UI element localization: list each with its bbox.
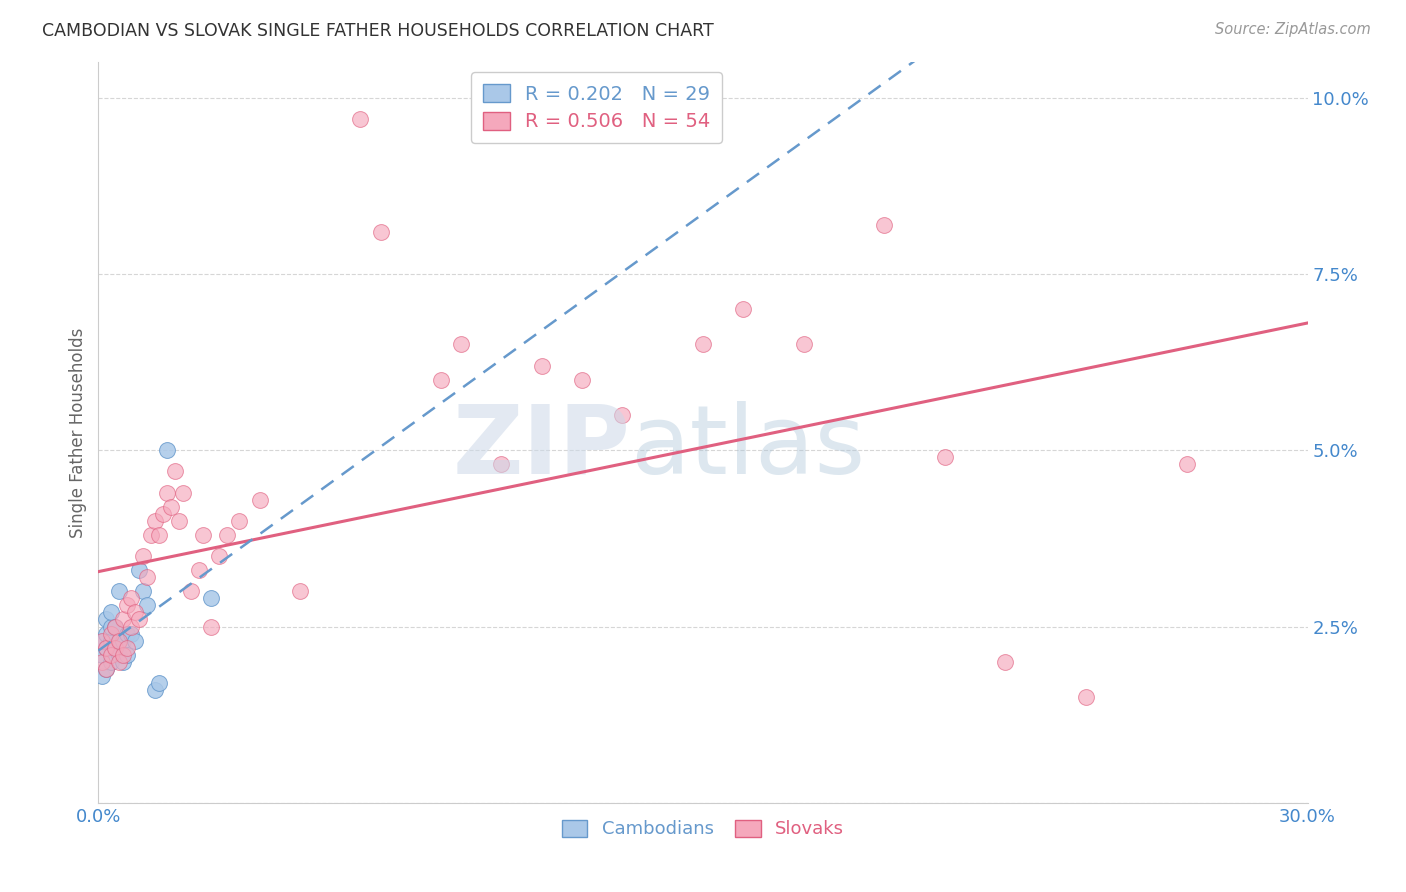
Point [128, 563, 150, 577]
Point [1175, 458, 1198, 472]
Point [100, 619, 122, 633]
Point [103, 619, 125, 633]
Point [139, 528, 162, 542]
Point [612, 408, 634, 422]
Point [96, 626, 118, 640]
Point [91, 633, 114, 648]
Point [100, 633, 122, 648]
Point [793, 337, 815, 351]
Point [530, 359, 553, 373]
Point [107, 648, 129, 662]
Point [491, 458, 513, 472]
Point [249, 492, 271, 507]
Text: atlas: atlas [630, 401, 866, 494]
Point [107, 633, 129, 648]
Point [100, 655, 122, 669]
Point [934, 450, 956, 465]
Point [91, 633, 114, 648]
Point [132, 584, 155, 599]
Point [692, 337, 714, 351]
Point [733, 302, 755, 317]
Text: CAMBODIAN VS SLOVAK SINGLE FATHER HOUSEHOLDS CORRELATION CHART: CAMBODIAN VS SLOVAK SINGLE FATHER HOUSEH… [42, 22, 714, 40]
Point [143, 514, 166, 528]
Point [1074, 690, 1097, 704]
Point [107, 584, 129, 599]
Text: Source: ZipAtlas.com: Source: ZipAtlas.com [1215, 22, 1371, 37]
Point [111, 612, 134, 626]
Point [152, 507, 174, 521]
Point [188, 563, 211, 577]
Point [571, 373, 593, 387]
Point [135, 570, 157, 584]
Text: ZIP: ZIP [453, 401, 630, 494]
Point [873, 218, 896, 232]
Point [450, 337, 472, 351]
Point [370, 225, 392, 239]
Point [115, 599, 138, 613]
Point [111, 648, 134, 662]
Point [96, 640, 118, 655]
Point [430, 373, 453, 387]
Point [115, 626, 138, 640]
Legend: Cambodians, Slovaks: Cambodians, Slovaks [555, 813, 851, 846]
Point [200, 619, 222, 633]
Point [96, 662, 118, 676]
Point [115, 640, 138, 655]
Point [91, 669, 114, 683]
Point [91, 648, 114, 662]
Point [120, 626, 142, 640]
Point [96, 640, 118, 655]
Point [193, 528, 215, 542]
Point [100, 606, 122, 620]
Point [111, 655, 134, 669]
Point [228, 514, 250, 528]
Point [160, 500, 183, 514]
Point [124, 633, 146, 648]
Point [96, 612, 118, 626]
Point [148, 676, 170, 690]
Y-axis label: Single Father Households: Single Father Households [69, 327, 87, 538]
Point [135, 599, 157, 613]
Point [200, 591, 222, 606]
Point [994, 655, 1017, 669]
Point [180, 584, 202, 599]
Point [120, 619, 142, 633]
Point [107, 655, 129, 669]
Point [163, 464, 186, 478]
Point [100, 648, 122, 662]
Point [132, 549, 155, 563]
Point [167, 514, 190, 528]
Point [143, 683, 166, 698]
Point [156, 485, 179, 500]
Point [91, 655, 114, 669]
Point [107, 633, 129, 648]
Point [115, 648, 138, 662]
Point [111, 633, 134, 648]
Point [128, 612, 150, 626]
Point [103, 640, 125, 655]
Point [100, 626, 122, 640]
Point [217, 528, 239, 542]
Point [148, 528, 170, 542]
Point [172, 485, 194, 500]
Point [103, 619, 125, 633]
Point [103, 640, 125, 655]
Point [208, 549, 231, 563]
Point [288, 584, 311, 599]
Point [156, 443, 179, 458]
Point [349, 112, 371, 126]
Point [96, 662, 118, 676]
Point [124, 606, 146, 620]
Point [120, 591, 142, 606]
